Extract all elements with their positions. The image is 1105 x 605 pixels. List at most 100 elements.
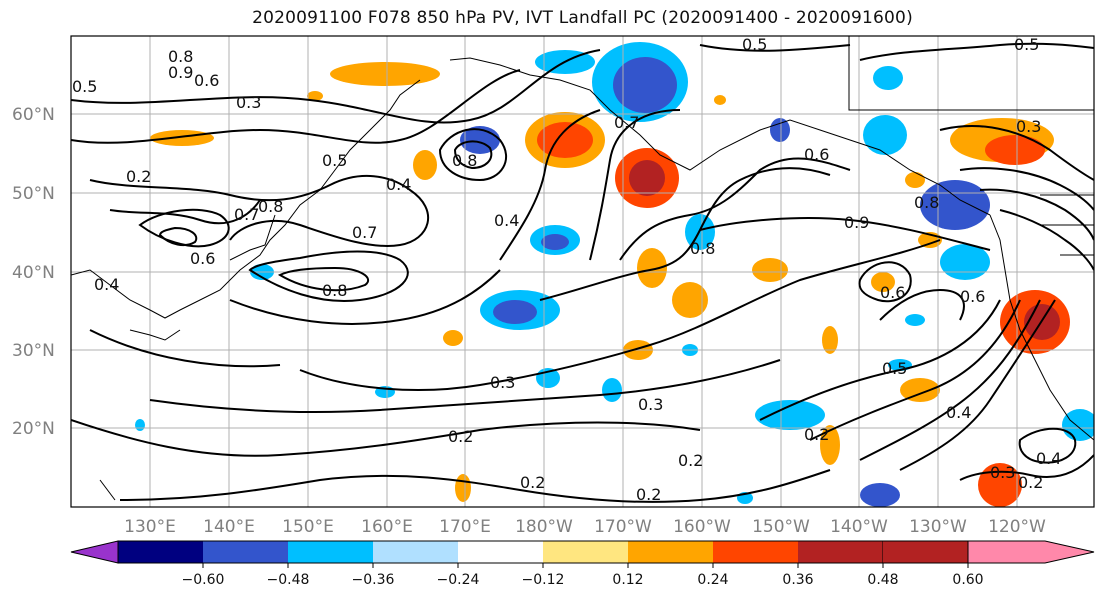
colorbar-bin [543,541,628,563]
contour-label: 0.8 [258,197,283,216]
contour-label: 0.2 [448,427,473,446]
contour-label: 0.7 [234,205,259,224]
lon-label: 140°W [830,517,888,537]
contour-label: 0.8 [690,239,715,258]
shade-blob [1062,409,1094,441]
contour-label: 0.3 [236,93,261,112]
contour-label: 0.4 [94,275,119,294]
lat-label: 30°N [12,341,55,361]
shade-blob [330,62,440,86]
colorbar-tick-label: 0.12 [612,572,643,588]
colorbar-tick-label: 0.48 [867,572,898,588]
colorbar-tick-label: 0.60 [952,572,983,588]
shade-blob [770,118,790,142]
shade-blob [629,160,665,196]
contour-label: 0.4 [1036,449,1061,468]
shade-blob [637,248,667,288]
contour-label: 0.3 [990,463,1015,482]
contour-label: 0.5 [882,359,907,378]
contour-label: 0.6 [960,287,985,306]
contour-label: 0.6 [190,249,215,268]
shade-blob [863,115,907,155]
coastlines [71,36,1094,501]
contour-label: 0.8 [452,151,477,170]
colorbar-bin [458,541,543,563]
shade-blob [613,57,677,113]
shade-blob [940,244,990,280]
colorbar-tick-label: −0.12 [522,572,565,588]
contour-label: 0.9 [168,63,193,82]
shade-blob [820,425,840,465]
colorbar-tick-label: 0.36 [782,572,813,588]
contour-label: 0.3 [1016,117,1041,136]
shade-blob [541,234,569,250]
contour-label: 0.4 [386,175,411,194]
shade-blob [602,378,622,402]
contour-label: 0.8 [322,281,347,300]
shade-blob [672,282,708,318]
contour-label: 0.2 [678,451,703,470]
graticule [71,36,1094,507]
shade-blob [714,95,726,105]
shade-blob [413,150,437,180]
colorbar-tick-label: −0.36 [352,572,395,588]
contour-label: 0.3 [638,395,663,414]
shade-blob [860,483,900,507]
colorbar-tick-label: −0.48 [267,572,310,588]
colorbar-bin [118,541,203,563]
lon-label: 150°W [752,517,810,537]
colorbar-ticks [202,563,969,568]
lon-label: 170°E [439,517,491,537]
shade-blob [537,122,593,158]
shade-blob [755,400,825,430]
shade-blob [493,300,537,324]
contour-label: 0.7 [352,223,377,242]
contour-label: 0.7 [614,113,639,132]
shade-blob [752,258,788,282]
lon-label: 130°W [909,517,967,537]
shade-blob [985,135,1045,165]
lon-label: 170°W [594,517,652,537]
contour-label: 0.2 [636,485,661,504]
contour-label: 0.5 [1014,35,1039,54]
lon-label: 140°E [203,517,255,537]
contour-label: 0.5 [72,77,97,96]
contour-label: 0.5 [322,151,347,170]
lon-label: 160°W [673,517,731,537]
contour-label-layer: 0.8 0.9 0.6 0.5 0.3 0.2 0.5 0.4 0.8 0.7 … [72,35,1061,504]
contour-label: 0.2 [804,425,829,444]
contour-label: 0.8 [914,193,939,212]
shade-blob [905,314,925,326]
colorbar-tick-label: −0.24 [437,572,480,588]
shade-blob [822,326,838,354]
colorbar-tick-label: −0.60 [182,572,225,588]
shade-blob [905,172,925,188]
shade-blob [150,130,214,146]
longitude-axis: 130°E 140°E 150°E 160°E 170°E 180°W 170°… [124,517,1046,537]
colorbar-min-extend [70,540,119,564]
colorbar-tick-label: 0.24 [697,572,728,588]
contour-label: 0.3 [490,373,515,392]
contour-label: 0.6 [880,283,905,302]
lon-label: 180°W [515,517,573,537]
lon-label: 160°E [361,517,413,537]
lat-label: 50°N [12,184,55,204]
contour-label: 0.2 [1018,473,1043,492]
colorbar-bin [203,541,288,563]
pv-contours [71,42,1094,503]
lon-label: 120°W [988,517,1046,537]
contour-label: 0.8 [168,47,193,66]
lat-label: 60°N [12,105,55,125]
shade-blob [307,91,323,101]
colorbar-bin [798,541,883,563]
lat-label: 20°N [12,419,55,439]
colorbar-bin [883,541,968,563]
contour-label: 0.4 [946,403,971,422]
shade-blob [455,474,471,502]
shade-blob [135,419,145,431]
shade-blob [978,463,1022,507]
colorbar-bin [373,541,458,563]
shade-blob [900,378,940,402]
contour-label: 0.6 [804,145,829,164]
